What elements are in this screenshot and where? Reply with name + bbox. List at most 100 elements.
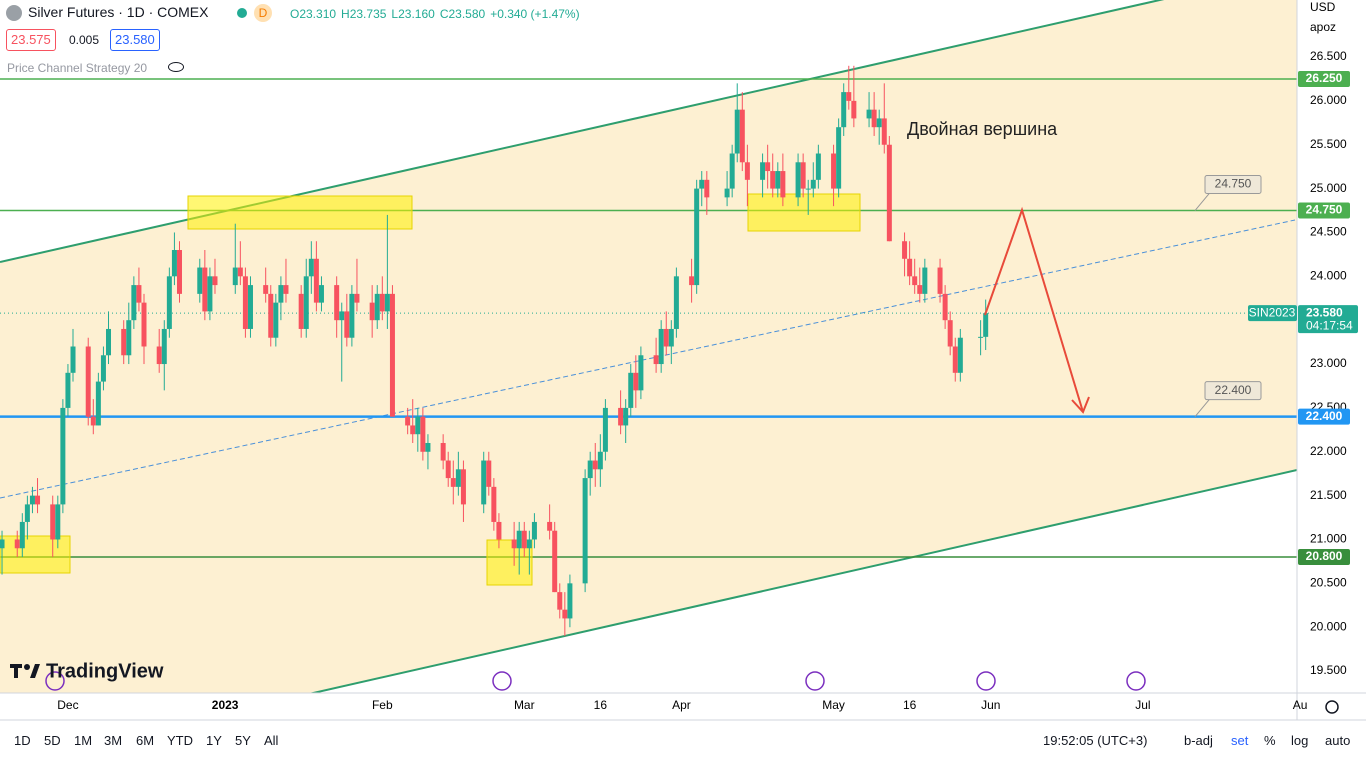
candle-body: [937, 267, 943, 294]
candle-body: [734, 109, 740, 154]
candle-body: [765, 162, 771, 172]
level-tag: [1298, 70, 1350, 87]
range-button[interactable]: 6M: [136, 733, 155, 748]
hide-icon[interactable]: [168, 62, 184, 72]
candle-body: [957, 337, 963, 373]
option-button[interactable]: %: [1264, 733, 1276, 748]
option-button[interactable]: set: [1231, 733, 1249, 748]
ohlc-item: O23.310: [290, 7, 337, 21]
candle-body: [131, 285, 137, 321]
candle-body: [881, 118, 887, 145]
level-tag-label: 26.250: [1306, 71, 1343, 85]
bid[interactable]: 23.575: [6, 29, 56, 51]
zone: [486, 539, 533, 586]
candle-body: [582, 478, 588, 584]
currency[interactable]: USD: [1310, 0, 1336, 14]
candle-body: [450, 478, 456, 487]
candle-body: [455, 469, 461, 487]
forecast-arrow: [984, 206, 1084, 413]
range-button[interactable]: 1Y: [206, 733, 222, 748]
ohlc-item: C23.580: [439, 7, 486, 21]
candle-body: [633, 372, 639, 391]
range-button[interactable]: 1D: [14, 733, 31, 748]
candle-body: [836, 127, 842, 189]
range-button[interactable]: 5D: [44, 733, 61, 748]
candle-body: [795, 162, 801, 198]
range-button[interactable]: 3M: [104, 733, 123, 748]
candle-body: [318, 285, 324, 303]
candle-body: [369, 302, 375, 321]
candle-body: [912, 276, 918, 286]
x-tick-label: Au: [1293, 698, 1308, 712]
range-button[interactable]: YTD: [167, 733, 193, 748]
candle-body: [876, 118, 882, 128]
symbol-icon: [6, 5, 22, 21]
unit[interactable]: apoz: [1310, 20, 1336, 34]
candle-body: [0, 539, 5, 549]
candle-body: [668, 328, 674, 347]
candle-body: [846, 92, 852, 101]
candle-body: [739, 109, 745, 163]
x-tick-label: Mar: [514, 698, 535, 712]
candle-body: [775, 171, 781, 189]
candle-body: [831, 153, 837, 189]
callout-label: 24.750: [1215, 177, 1252, 191]
candle-body: [744, 162, 750, 180]
candle-body: [156, 346, 162, 365]
candle-body: [496, 521, 502, 540]
badge: D: [254, 4, 272, 22]
candle-body: [55, 504, 61, 540]
callout-leader: [1194, 192, 1211, 211]
candle-body: [557, 592, 563, 610]
candle-body: [526, 539, 532, 549]
clock: 19:52:05 (UTC+3): [1043, 733, 1148, 748]
level-tag-label: 20.800: [1306, 549, 1343, 563]
candle-body: [460, 469, 466, 505]
x-tick-label: Jul: [1135, 698, 1150, 712]
candle-body: [587, 460, 593, 479]
candle-body: [440, 442, 446, 461]
x-tick-label: 16: [903, 698, 917, 712]
candle-body: [805, 188, 811, 190]
candle-body: [653, 355, 659, 365]
zone: [187, 195, 413, 230]
candle-body: [547, 521, 553, 531]
x-tick-label: Dec: [57, 698, 78, 712]
candle-body: [567, 583, 573, 619]
candle-body: [90, 416, 96, 426]
candle-body: [121, 328, 127, 356]
option-button[interactable]: log: [1291, 733, 1309, 748]
candle-body: [207, 276, 213, 312]
option-button[interactable]: b-adj: [1184, 733, 1213, 748]
y-tick-label: 21.500: [1310, 488, 1347, 502]
range-button[interactable]: All: [264, 733, 279, 748]
option-button[interactable]: auto: [1325, 733, 1351, 748]
candle-body: [171, 250, 177, 277]
symbol-tag: [1248, 305, 1297, 322]
x-tick-label: Apr: [672, 698, 691, 712]
candle-body: [628, 372, 634, 408]
symbol[interactable]: Silver Futures · 1D · COMEX: [28, 4, 209, 20]
logo-icon: [10, 664, 40, 678]
candle-body: [247, 285, 253, 329]
candle-body: [486, 460, 492, 487]
candle-body: [176, 250, 182, 294]
candle-body: [35, 495, 41, 505]
range-button[interactable]: 1M: [74, 733, 93, 748]
range-button[interactable]: 5Y: [235, 733, 251, 748]
candle-body: [815, 153, 821, 180]
callout-box: [1204, 175, 1262, 195]
candle-body: [14, 539, 20, 549]
countdown: 04:17:54: [1306, 318, 1353, 332]
candle-body: [384, 293, 390, 312]
candle-body: [521, 530, 527, 549]
candle-body: [420, 416, 426, 452]
channel-fill: [0, 0, 1297, 693]
candle-body: [273, 302, 279, 338]
candle-body: [70, 346, 76, 373]
candle-body: [136, 285, 142, 303]
settings-icon[interactable]: [1325, 700, 1339, 714]
y-tick-label: 20.500: [1310, 576, 1347, 590]
indicator[interactable]: Price Channel Strategy 20: [7, 61, 148, 75]
ask[interactable]: 23.580: [110, 29, 160, 51]
